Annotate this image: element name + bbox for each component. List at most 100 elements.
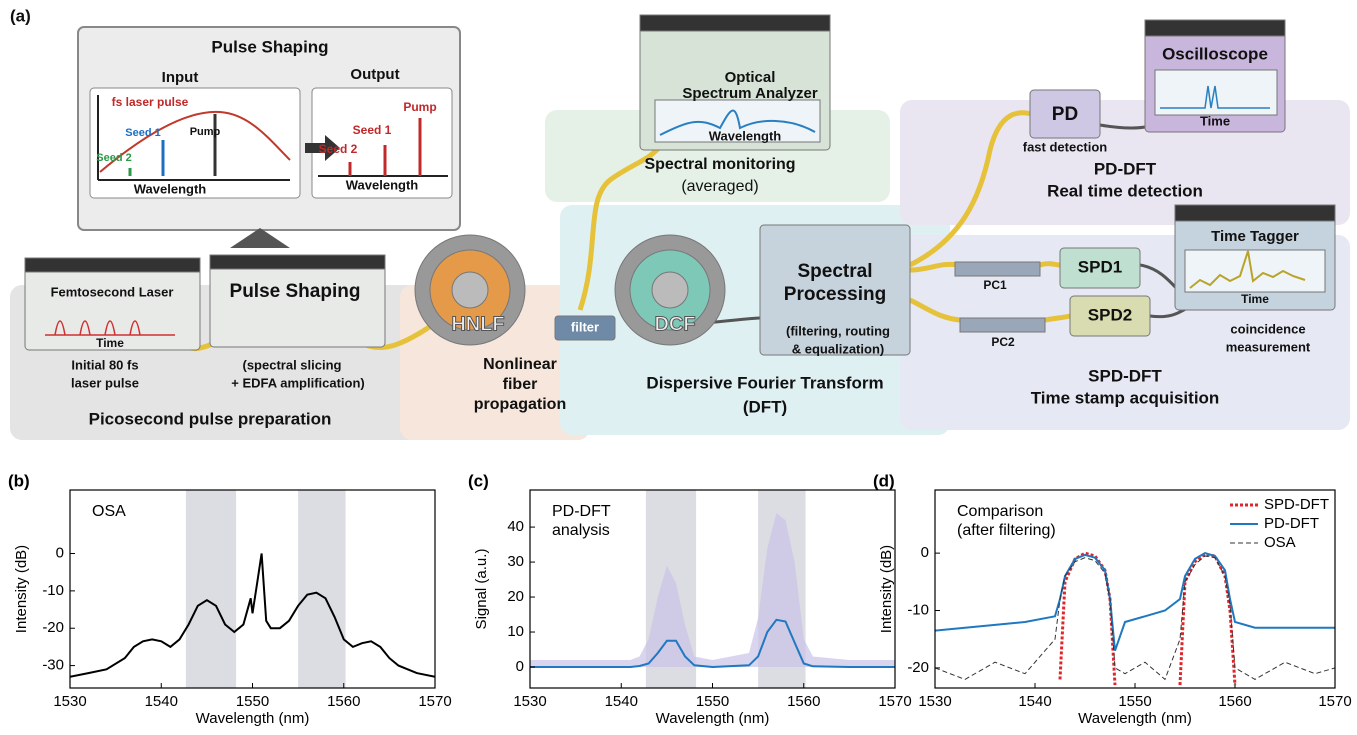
- label: coincidence: [1230, 321, 1305, 336]
- label: Wavelength: [346, 177, 419, 192]
- x-axis-label: Wavelength (nm): [656, 710, 770, 727]
- legend-label: PD-DFT: [1264, 515, 1319, 532]
- label: fast detection: [1023, 139, 1108, 154]
- label: propagation: [474, 396, 566, 413]
- label: Dispersive Fourier Transform: [646, 373, 883, 392]
- label: Input: [162, 69, 199, 86]
- x-axis-label: Wavelength (nm): [1078, 710, 1192, 727]
- label: PC2: [991, 335, 1015, 349]
- label: fs laser pulse: [112, 95, 189, 109]
- chart-title: (b): [8, 471, 30, 490]
- annotation: (after filtering): [957, 522, 1056, 539]
- label: Oscilloscope: [1162, 44, 1268, 63]
- label: Real time detection: [1047, 181, 1203, 200]
- y-tick-label: -20: [42, 619, 64, 636]
- label: Processing: [784, 284, 886, 305]
- label: + EDFA amplification): [231, 375, 365, 390]
- annotation: Comparison: [957, 503, 1043, 520]
- x-tick-label: 1550: [236, 693, 269, 710]
- annotation: analysis: [552, 522, 610, 539]
- label: Spectral: [798, 261, 873, 282]
- label: Wavelength: [709, 128, 782, 143]
- label: Pulse Shaping: [211, 37, 328, 56]
- label: Seed 1: [125, 127, 160, 139]
- x-axis-label: Wavelength (nm): [196, 710, 310, 727]
- panel-label: (a): [10, 6, 31, 25]
- x-tick-label: 1530: [53, 693, 86, 710]
- label: Time: [1241, 292, 1269, 306]
- label: (spectral slicing: [243, 357, 342, 372]
- legend-label: SPD-DFT: [1264, 496, 1329, 513]
- line: [935, 556, 1335, 679]
- x-tick-label: 1570: [1318, 693, 1351, 710]
- y-tick-label: -10: [907, 601, 929, 618]
- label: Femtosecond Laser: [51, 284, 174, 299]
- label: Time: [96, 336, 124, 350]
- label: HNLF: [451, 313, 504, 335]
- label: measurement: [1226, 339, 1311, 354]
- label: Seed 1: [353, 123, 392, 137]
- label: Initial 80 fs: [71, 357, 138, 372]
- label: SPD1: [1078, 257, 1122, 276]
- x-tick-label: 1560: [327, 693, 360, 710]
- label: PD: [1052, 104, 1078, 125]
- band: [186, 490, 236, 688]
- label: Pulse Shaping: [230, 281, 361, 302]
- label: Seed 2: [96, 152, 131, 164]
- band: [298, 490, 345, 688]
- chart-title: (c): [468, 471, 489, 490]
- label: SPD2: [1088, 305, 1132, 324]
- label: Time stamp acquisition: [1031, 388, 1220, 407]
- x-tick-label: 1560: [787, 693, 820, 710]
- label: Pump: [403, 100, 436, 114]
- label: PC1: [983, 278, 1007, 292]
- y-tick-label: 40: [507, 518, 524, 535]
- y-tick-label: -20: [907, 659, 929, 676]
- x-tick-label: 1530: [918, 693, 951, 710]
- line: [1060, 553, 1235, 685]
- legend-label: OSA: [1264, 534, 1296, 551]
- y-axis-label: Intensity (dB): [878, 545, 895, 633]
- label: Nonlinear: [483, 356, 557, 373]
- label: Wavelength: [134, 181, 207, 196]
- page: (a) Pulse Shaping Input Output fs laser …: [0, 0, 1357, 735]
- y-axis-label: Intensity (dB): [13, 545, 30, 633]
- x-tick-label: 1550: [1118, 693, 1151, 710]
- x-tick-label: 1530: [513, 693, 546, 710]
- y-axis-label: Signal (a.u.): [473, 549, 490, 630]
- label: SPD-DFT: [1088, 366, 1162, 385]
- label: Time Tagger: [1211, 228, 1299, 245]
- label: (filtering, routing: [786, 323, 890, 338]
- label: fiber: [503, 376, 538, 393]
- x-tick-label: 1570: [878, 693, 911, 710]
- y-tick-label: -30: [42, 657, 64, 674]
- label: laser pulse: [71, 375, 139, 390]
- figure: (a) Pulse Shaping Input Output fs laser …: [0, 0, 1357, 730]
- charts: 1530 1540 1550 1560 1570 -30 -20 -10 0 (b) Wavelen…: [8, 471, 1352, 726]
- label: Output: [350, 66, 399, 83]
- x-tick-label: 1570: [418, 693, 451, 710]
- label: (averaged): [681, 178, 758, 195]
- y-tick-label: -10: [42, 582, 64, 599]
- label: Seed 2: [319, 142, 358, 156]
- chart-title: (d): [873, 471, 895, 490]
- label: DCF: [654, 313, 695, 335]
- label: Pump: [190, 126, 221, 138]
- label: Optical: [725, 69, 776, 86]
- label: Spectrum Analyzer: [682, 85, 817, 102]
- label: PD-DFT: [1094, 159, 1157, 178]
- y-tick-label: 0: [56, 544, 64, 561]
- annotation: OSA: [92, 503, 126, 520]
- label: & equalization): [792, 341, 884, 356]
- diagram: (a) Pulse Shaping Input Output fs laser …: [10, 6, 1350, 440]
- annotation: PD-DFT: [552, 503, 611, 520]
- line: [935, 553, 1335, 651]
- x-tick-label: 1540: [605, 693, 638, 710]
- y-tick-label: 10: [507, 623, 524, 640]
- label: Picosecond pulse preparation: [89, 409, 332, 428]
- y-tick-label: 30: [507, 553, 524, 570]
- label: Time: [1200, 113, 1230, 128]
